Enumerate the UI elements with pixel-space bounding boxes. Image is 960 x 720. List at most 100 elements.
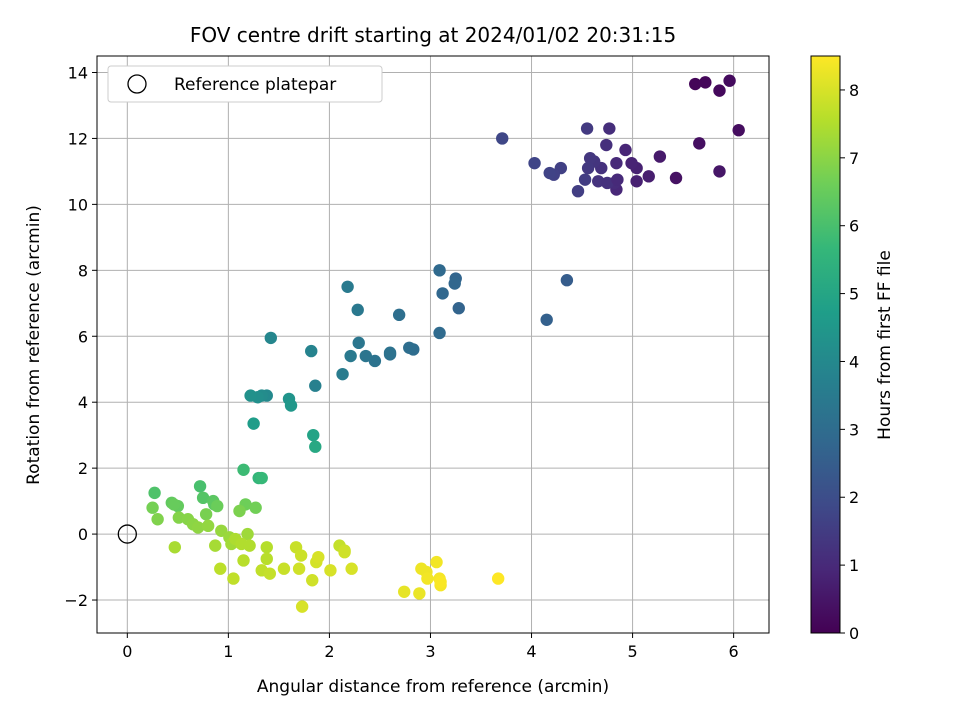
data-point <box>732 123 745 137</box>
data-point <box>237 463 250 476</box>
y-tick-label: 2 <box>78 459 88 478</box>
data-point <box>309 440 322 453</box>
data-point <box>610 156 623 170</box>
colorbar-tick-label: 7 <box>849 149 859 168</box>
data-point <box>581 161 595 175</box>
data-point <box>543 166 556 180</box>
data-point <box>338 546 351 559</box>
colorbar-label: Hours from first FF file <box>875 250 895 440</box>
data-point <box>264 331 278 345</box>
data-point <box>151 513 164 526</box>
y-axis-label: Rotation from reference (arcmin) <box>24 205 44 485</box>
data-point <box>336 367 349 381</box>
data-point <box>571 184 585 198</box>
x-tick-label: 2 <box>324 642 334 661</box>
y-tick-label: 0 <box>78 525 88 544</box>
data-point <box>260 552 273 566</box>
data-point <box>699 76 712 89</box>
y-tick-label: 10 <box>68 195 88 214</box>
data-point <box>233 504 246 518</box>
data-point <box>168 541 182 554</box>
data-point <box>247 417 260 430</box>
data-point <box>603 122 616 135</box>
data-point <box>630 175 643 188</box>
data-point <box>305 344 318 358</box>
legend-entry-reference: Reference platepar <box>174 75 336 95</box>
data-point <box>243 539 256 552</box>
data-point <box>653 150 667 163</box>
y-tick-label: −2 <box>64 591 88 610</box>
colorbar-tick-label: 6 <box>849 217 859 236</box>
grid-lines <box>97 56 769 633</box>
data-point <box>713 165 726 178</box>
plot-frame <box>96 55 770 634</box>
data-point <box>344 349 357 363</box>
x-tick-label: 5 <box>627 642 637 661</box>
data-point <box>294 549 308 562</box>
data-point <box>434 575 447 589</box>
data-point <box>383 346 397 359</box>
x-axis-ticks: 0 1 2 3 4 5 6 <box>122 633 739 661</box>
data-point <box>249 501 262 514</box>
data-point <box>209 539 222 552</box>
colorbar-tick-label: 2 <box>849 488 859 507</box>
colorbar-ticks: 0 1 2 3 4 5 6 7 8 <box>840 81 859 643</box>
data-point <box>413 587 426 600</box>
data-point <box>392 308 406 322</box>
data-point <box>241 527 254 541</box>
data-point <box>211 499 224 513</box>
data-point <box>560 274 574 287</box>
data-point <box>448 277 461 290</box>
data-point <box>345 562 358 575</box>
data-point <box>723 74 736 87</box>
scatter-points <box>146 74 745 613</box>
data-point <box>496 132 509 145</box>
colorbar-tick-label: 5 <box>849 285 859 304</box>
x-tick-label: 6 <box>729 642 739 661</box>
reference-platepar-marker <box>117 524 137 544</box>
data-point <box>244 389 257 402</box>
data-point <box>452 302 465 315</box>
data-point <box>306 574 319 587</box>
x-tick-label: 3 <box>425 642 435 661</box>
data-point <box>713 84 726 97</box>
data-point <box>193 480 207 493</box>
data-point <box>277 562 291 575</box>
data-point <box>398 585 411 598</box>
data-point <box>191 521 205 534</box>
data-point <box>351 303 364 317</box>
data-point <box>436 287 449 300</box>
legend-box <box>107 65 383 103</box>
data-point <box>237 554 250 567</box>
data-point <box>341 280 354 293</box>
x-tick-label: 1 <box>223 642 233 661</box>
data-point <box>227 572 240 585</box>
data-point <box>611 173 624 186</box>
y-tick-label: 4 <box>78 393 88 412</box>
legend: Reference platepar <box>107 65 383 103</box>
y-tick-label: 6 <box>78 327 88 346</box>
legend-marker-icon <box>127 74 147 94</box>
y-tick-label: 8 <box>78 261 88 280</box>
data-point <box>260 541 273 554</box>
y-tick-label: 14 <box>68 63 88 82</box>
data-point <box>201 519 215 533</box>
data-point <box>580 122 594 135</box>
colorbar <box>810 55 841 634</box>
data-point <box>421 572 434 585</box>
data-point <box>368 354 382 368</box>
data-point <box>167 498 180 511</box>
colorbar-tick-label: 4 <box>849 352 859 371</box>
data-point <box>642 170 655 183</box>
data-point <box>693 137 706 150</box>
data-point <box>199 508 213 521</box>
data-point <box>491 572 505 585</box>
data-point <box>312 550 325 564</box>
data-point <box>324 564 337 577</box>
data-point <box>307 428 320 442</box>
data-point <box>601 176 614 190</box>
colorbar-tick-label: 1 <box>849 556 859 575</box>
data-point <box>309 379 322 392</box>
data-point <box>625 156 638 170</box>
